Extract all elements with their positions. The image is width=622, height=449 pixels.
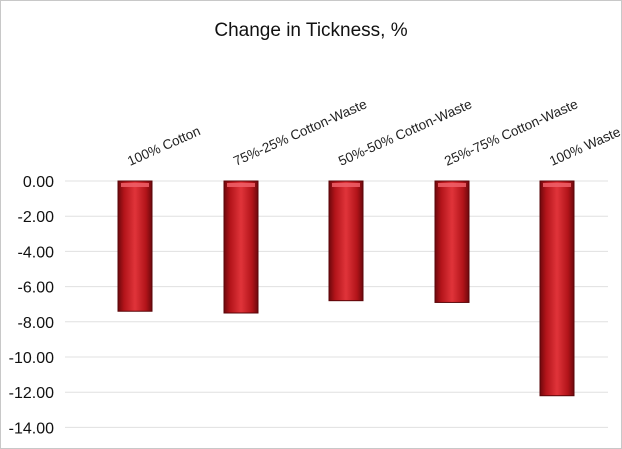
- y-tick-label: 0.00: [23, 174, 54, 191]
- bar-top-cap: [332, 183, 360, 187]
- bar-body: [117, 180, 153, 312]
- y-tick-label: -12.00: [9, 385, 54, 402]
- bar: [539, 180, 575, 397]
- bar: [434, 180, 470, 303]
- bar-body: [434, 180, 470, 303]
- bar-body: [539, 180, 575, 397]
- bar: [117, 180, 153, 312]
- y-axis-ticks: 0.00 -2.00 -4.00 -6.00 -8.00 -10.00 -12.00 -14.…: [9, 174, 54, 437]
- bar-top-cap: [121, 183, 149, 187]
- bars: [117, 180, 575, 397]
- bar: [328, 180, 364, 302]
- bar-body: [328, 180, 364, 302]
- bar-top-cap: [438, 183, 466, 187]
- bar: [223, 180, 259, 314]
- y-tick-label: -2.00: [18, 209, 55, 226]
- bar-body: [223, 180, 259, 314]
- y-tick-label: -10.00: [9, 350, 54, 367]
- bar-top-cap: [543, 183, 571, 187]
- y-tick-label: -14.00: [9, 420, 54, 437]
- category-label: 100% Waste: [547, 124, 622, 169]
- y-tick-label: -8.00: [18, 315, 55, 332]
- y-tick-label: -4.00: [18, 244, 55, 261]
- bar-top-cap: [227, 183, 255, 187]
- y-tick-label: -6.00: [18, 280, 55, 297]
- category-label: 100% Cotton: [125, 123, 202, 168]
- chart-title: Change in Tickness, %: [214, 20, 408, 41]
